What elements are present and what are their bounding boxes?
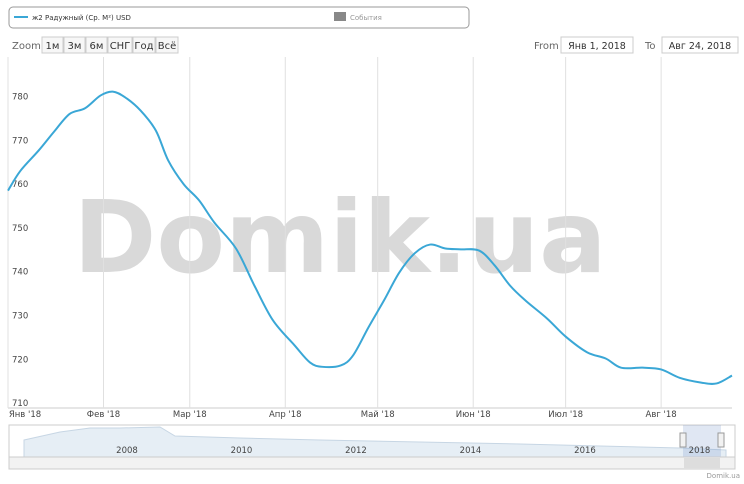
navigator-label: 2012 — [345, 446, 367, 456]
zoom-button[interactable] — [85, 36, 108, 54]
zoom-button[interactable] — [63, 36, 86, 54]
legend-swatch — [334, 12, 346, 21]
zoom-button[interactable] — [132, 36, 156, 54]
y-tick-label: 720 — [12, 355, 28, 365]
x-tick-label: Июн '18 — [456, 410, 491, 420]
series-line — [7, 90, 733, 385]
y-tick-label: 730 — [12, 312, 28, 322]
to-value[interactable]: Авг 24, 2018 — [669, 41, 731, 52]
zoom-button-label[interactable]: 1м — [46, 41, 60, 52]
zoom-button-label[interactable]: 6м — [90, 41, 104, 52]
scrollbar[interactable] — [8, 456, 736, 470]
zoom-button-label[interactable]: Всё — [158, 41, 177, 52]
from-value[interactable]: Янв 1, 2018 — [568, 41, 626, 52]
y-tick-label: 740 — [12, 268, 28, 278]
y-tick-label: 760 — [12, 180, 28, 190]
navigator-series — [23, 426, 727, 458]
x-tick-label: Мар '18 — [173, 410, 207, 420]
to-label: To — [644, 41, 656, 52]
y-tick-label: 750 — [12, 224, 28, 234]
x-tick-label: Май '18 — [361, 410, 395, 420]
zoom-button[interactable] — [155, 36, 179, 54]
x-tick-label: Апр '18 — [269, 410, 302, 420]
zoom-button-label[interactable]: СНГ — [110, 41, 131, 52]
from-label: From — [534, 41, 559, 52]
zoom-label: Zoom — [12, 41, 41, 52]
y-tick-label: 780 — [12, 92, 28, 102]
navigator-label: 2016 — [574, 446, 596, 456]
zoom-button[interactable] — [41, 36, 64, 54]
x-tick-label: Фев '18 — [87, 410, 120, 420]
y-tick-label: 710 — [12, 399, 28, 409]
to-input[interactable] — [661, 36, 739, 54]
navigator-label: 2008 — [116, 446, 138, 456]
from-input[interactable] — [560, 36, 634, 54]
x-tick-label: Янв '18 — [9, 410, 41, 420]
navigator-handle[interactable] — [679, 432, 687, 448]
legend-label[interactable]: События — [350, 14, 382, 22]
legend-label[interactable]: ж2 Радужный (Ср. М²) USD — [32, 14, 131, 22]
zoom-button-label[interactable]: 3м — [68, 41, 82, 52]
navigator-label: 2014 — [460, 446, 482, 456]
navigator-label: 2010 — [231, 446, 253, 456]
y-tick-label: 770 — [12, 136, 28, 146]
scrollbar-thumb[interactable] — [684, 458, 720, 468]
watermark: Domik.ua — [73, 179, 606, 296]
zoom-button[interactable] — [107, 36, 133, 54]
x-tick-label: Авг '18 — [646, 410, 677, 420]
credit[interactable]: Domik.ua — [707, 472, 740, 480]
zoom-button-label[interactable]: Год — [134, 41, 153, 52]
navigator-handle[interactable] — [717, 432, 725, 448]
x-tick-label: Июл '18 — [548, 410, 583, 420]
navigator-label: 2018 — [689, 446, 711, 456]
legend-box — [8, 6, 470, 29]
